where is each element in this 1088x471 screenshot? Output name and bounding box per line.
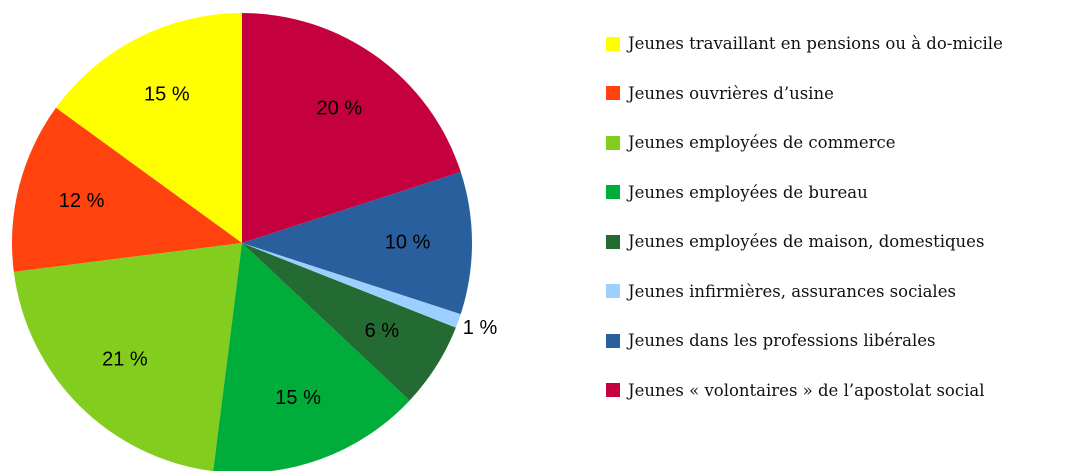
pie-slice [55,13,243,243]
legend-entry: Jeunes travaillant en pensions ou à do-m… [606,30,1086,57]
slice-label: 15 % [275,387,321,409]
legend-label: Jeunes « volontaires » de l’apostolat so… [628,380,985,400]
legend-label: Jeunes dans les professions libérales [628,331,936,350]
legend-swatch [606,86,620,100]
legend-swatch [606,135,620,150]
slice-label: 20 % [317,97,363,119]
slice-label: 15 % [144,84,190,106]
legend-entry: Jeunes infirmières, assurances sociales [606,278,1086,305]
slice-label: 21 % [102,348,148,370]
legend-label: Jeunes employées de maison, domestiques [628,232,985,251]
legend-label: Jeunes travaillant en pensions ou à do-m… [628,34,1003,53]
legend-swatch [606,284,620,298]
slice-label: 6 % [365,320,400,342]
legend-entry: Jeunes employées de maison, domestiques [606,228,1086,255]
legend-label: Jeunes employées de commerce [628,133,896,152]
pie-slice [242,243,456,401]
legend-entry: Jeunes « volontaires » de l’apostolat so… [606,377,1086,404]
legend-swatch [606,383,620,397]
pie-slice [213,243,410,471]
legend-swatch [606,36,620,51]
pie-slice [242,171,472,315]
legend-entry: Jeunes ouvrières d’usine [606,80,1086,107]
slice-label: 1 % [463,317,498,339]
legend-swatch [606,185,620,199]
slice-label: 12 % [59,190,105,212]
pie-slice [242,243,461,328]
legend-label: Jeunes employées de bureau [628,182,868,202]
legend: Jeunes travaillant en pensions ou à do-m… [606,30,1086,404]
slice-label: 10 % [385,231,431,253]
pie-area: 15 % 12 % 21 % 15 % 6 % 1 % 10 % 20 % [12,13,498,471]
legend-entry: Jeunes dans les professions libérales [606,327,1086,354]
pie-slice [12,107,242,272]
pie-slice [242,13,461,243]
legend-label: Jeunes ouvrières d’usine [628,83,834,103]
legend-entry: Jeunes employées de commerce [606,129,1086,156]
legend-swatch [606,234,620,249]
legend-swatch [606,333,620,348]
legend-entry: Jeunes employées de bureau [606,179,1086,206]
legend-label: Jeunes infirmières, assurances sociales [628,281,956,301]
pie-slice [13,243,242,471]
